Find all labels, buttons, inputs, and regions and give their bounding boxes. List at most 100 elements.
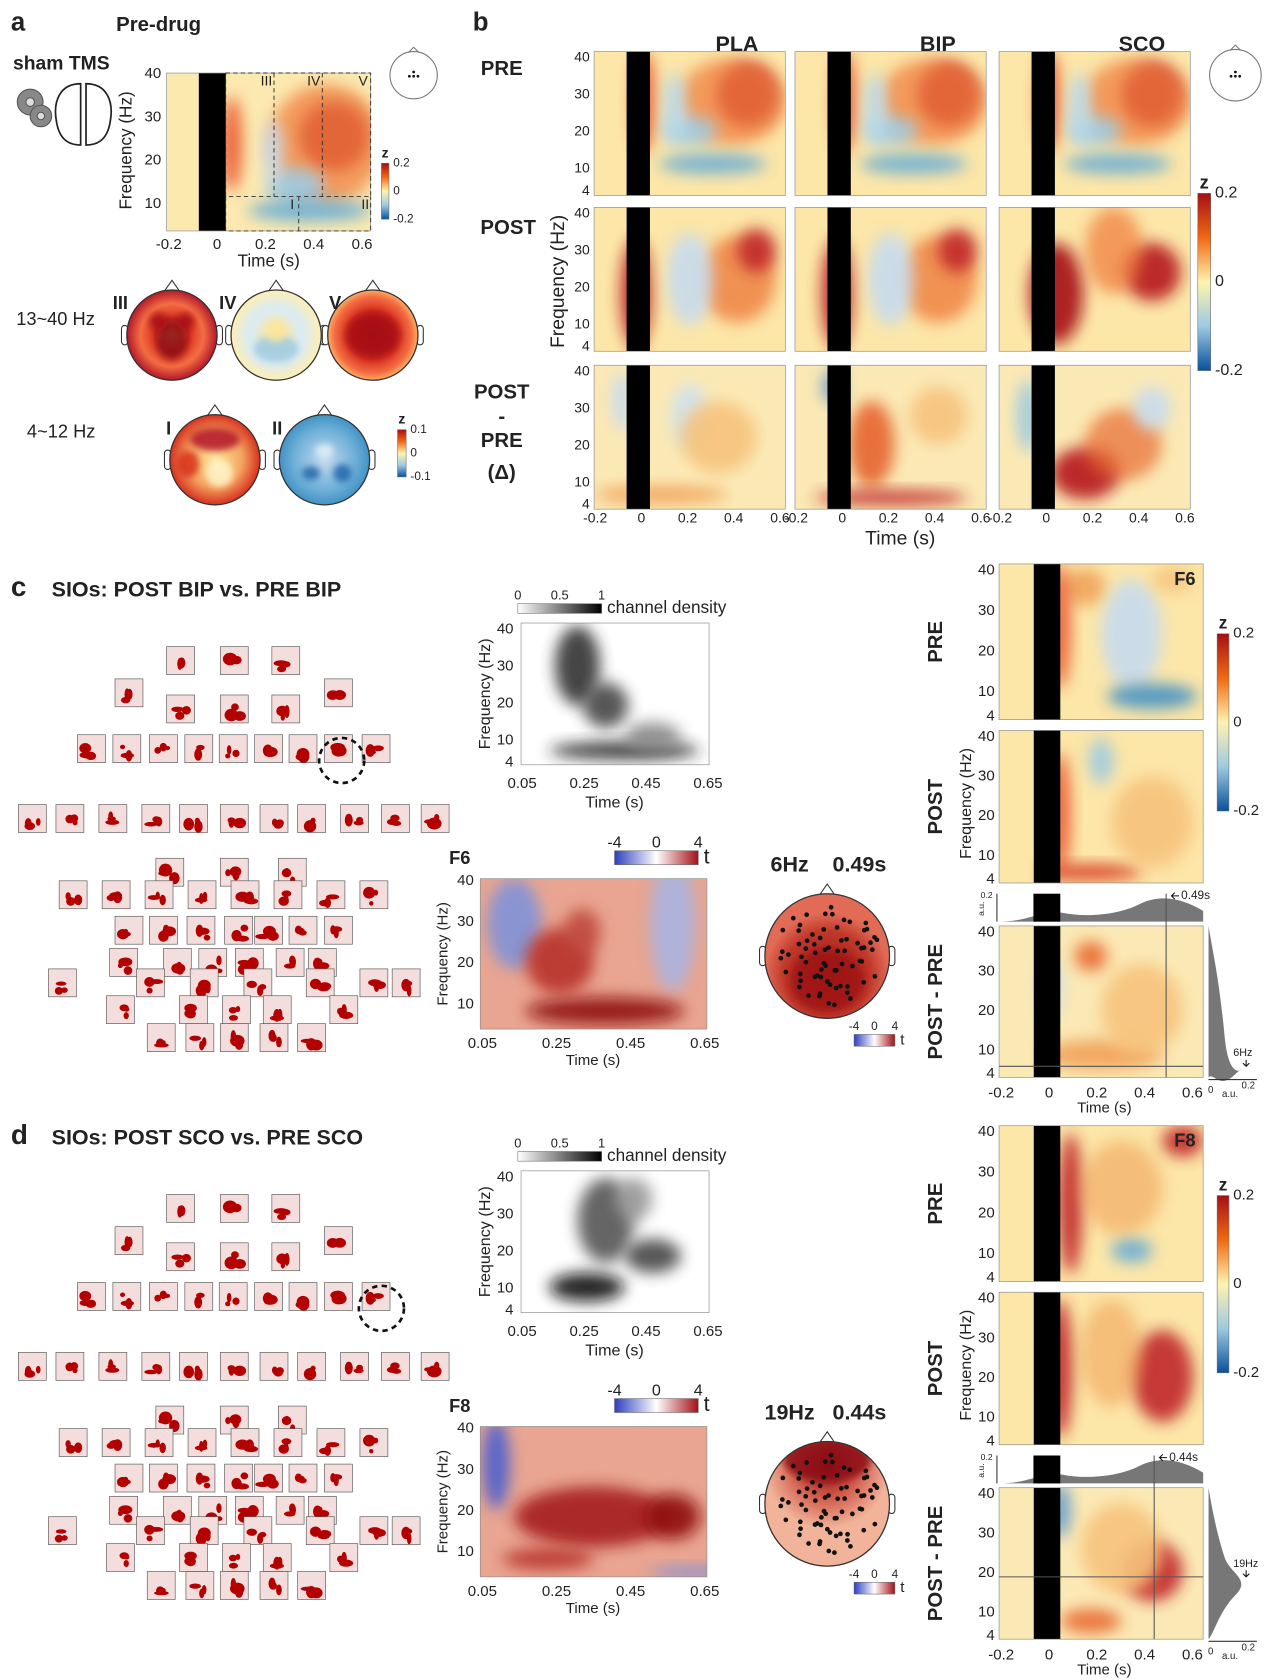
thumbnail-blob bbox=[368, 1298, 376, 1302]
x-axis-label: Time (s) bbox=[1077, 1100, 1132, 1117]
thumbnail-blob bbox=[363, 1435, 375, 1447]
electrode-dot bbox=[806, 993, 811, 998]
thumbnail-blob bbox=[277, 1557, 282, 1569]
channel-thumbnail bbox=[263, 996, 291, 1024]
hist-tick-label: 0.2 bbox=[981, 890, 993, 900]
colorbar-label: channel density bbox=[607, 597, 727, 617]
thumbnail-blob bbox=[233, 1366, 246, 1376]
channel-thumbnail bbox=[324, 1464, 352, 1492]
stimulus-artifact bbox=[627, 207, 650, 351]
y-axis-label: Frequency (Hz) bbox=[115, 91, 135, 209]
channel-thumbnail bbox=[167, 1243, 195, 1271]
channel-thumbnail bbox=[113, 735, 141, 763]
channel-thumbnail bbox=[298, 805, 326, 833]
electrode-dot bbox=[832, 968, 837, 973]
topo-blob bbox=[190, 428, 240, 451]
electrode-dot bbox=[810, 932, 815, 937]
colorbar bbox=[518, 1152, 602, 1162]
x-tick-label: 0.6 bbox=[1175, 510, 1195, 526]
thumbnail-blob bbox=[236, 1006, 241, 1012]
colorbar-tick-label: 0.2 bbox=[393, 155, 409, 169]
electrode-dot bbox=[819, 1515, 824, 1520]
electrode-dot bbox=[855, 1489, 860, 1494]
colorbar-tick-label: -4 bbox=[607, 833, 621, 851]
heatmap-blob bbox=[1111, 1238, 1152, 1263]
x-tick-label: 0 bbox=[1042, 510, 1050, 526]
heatmap-blob bbox=[583, 683, 628, 728]
thumbnail-blob bbox=[155, 817, 162, 827]
electrode-dot bbox=[818, 1483, 823, 1488]
thumbnail-blob bbox=[334, 929, 339, 938]
stimulus-artifact bbox=[627, 52, 650, 196]
electrode-dot bbox=[845, 1532, 850, 1537]
channel-thumbnail bbox=[289, 1283, 317, 1311]
x-axis-label: Time (s) bbox=[1077, 1661, 1132, 1678]
topomap bbox=[121, 280, 222, 380]
electrode-dot bbox=[796, 928, 801, 933]
heatmap-blob bbox=[650, 856, 695, 991]
thumbnail-blob bbox=[298, 1299, 309, 1310]
heatmap bbox=[795, 365, 986, 509]
y-tick-label: 40 bbox=[574, 49, 590, 65]
y-tick-label: 30 bbox=[978, 1329, 995, 1346]
thumbnail-blob bbox=[154, 747, 161, 754]
colorbar-tick-label: -0.2 bbox=[1233, 802, 1259, 819]
colorbar-tick-label: 0.2 bbox=[1233, 625, 1254, 642]
electrode-dot bbox=[848, 1544, 853, 1549]
x-tick-label: 0.4 bbox=[724, 510, 744, 526]
electrode-dot bbox=[803, 946, 808, 951]
heatmap bbox=[999, 564, 1203, 720]
stimulus-artifact bbox=[1033, 894, 1060, 922]
electrode-dot bbox=[873, 1522, 878, 1527]
channel-thumbnail bbox=[220, 647, 248, 675]
electrode-dot bbox=[861, 1528, 866, 1533]
y-tick-label: 30 bbox=[497, 657, 514, 674]
thumbnail-blob bbox=[231, 1030, 236, 1042]
electrode-dot bbox=[804, 1508, 809, 1513]
channel-thumbnail bbox=[222, 1544, 250, 1572]
x-tick-label: 0.4 bbox=[925, 510, 945, 526]
thumbnail-blob bbox=[194, 1296, 202, 1308]
thumbnail-blob bbox=[107, 895, 116, 901]
heatmap-blob bbox=[849, 401, 895, 487]
tms-coil-icon bbox=[17, 89, 51, 127]
thumbnail-blob bbox=[223, 1201, 237, 1214]
channel-thumbnail bbox=[179, 805, 207, 833]
thumbnail-blob bbox=[196, 984, 207, 997]
channel-thumbnail bbox=[289, 1464, 317, 1492]
channel-thumbnail bbox=[48, 969, 76, 997]
y-tick-label: 40 bbox=[978, 1290, 995, 1307]
x-tick-label: 0.45 bbox=[616, 1035, 645, 1052]
channel-thumbnail bbox=[149, 916, 177, 944]
channel-thumbnail bbox=[102, 1429, 130, 1457]
thumbnail-blob bbox=[277, 1214, 286, 1220]
thumbnail-blob bbox=[147, 988, 153, 994]
heatmap-blob bbox=[615, 1178, 653, 1221]
channel-thumbnail bbox=[231, 1429, 259, 1457]
thumbnail-blob bbox=[119, 1004, 128, 1011]
x-tick-label: 0.4 bbox=[1134, 1084, 1155, 1101]
channel-thumbnail bbox=[147, 1572, 175, 1600]
x-tick-label: 0 bbox=[637, 510, 645, 526]
thumbnail-blob bbox=[281, 1261, 285, 1268]
x-axis-label: Time (s) bbox=[566, 1052, 621, 1069]
hist-unit: a.u. bbox=[1222, 1089, 1238, 1100]
thumbnail-blob bbox=[273, 820, 283, 829]
channel-thumbnail bbox=[298, 1024, 326, 1052]
thumbnail-blob bbox=[117, 1477, 129, 1487]
electrode-dot bbox=[813, 1498, 818, 1503]
electrode-dot bbox=[791, 916, 796, 921]
thumbnail-blob bbox=[158, 1479, 169, 1490]
channel-thumbnail bbox=[392, 969, 420, 997]
thumbnail-blob bbox=[427, 818, 442, 830]
thumbnail-blob bbox=[171, 963, 185, 973]
channel-thumbnail bbox=[59, 881, 87, 909]
channel-thumbnail bbox=[147, 1024, 175, 1052]
hist-unit: a.u. bbox=[976, 902, 986, 916]
channel-thumbnail bbox=[392, 1517, 420, 1545]
heatmap-blob bbox=[910, 387, 967, 445]
electrode-dot bbox=[805, 938, 810, 943]
channel-thumbnail bbox=[167, 647, 195, 675]
topomap-label: V bbox=[329, 292, 342, 313]
channel-thumbnail bbox=[187, 1464, 215, 1492]
